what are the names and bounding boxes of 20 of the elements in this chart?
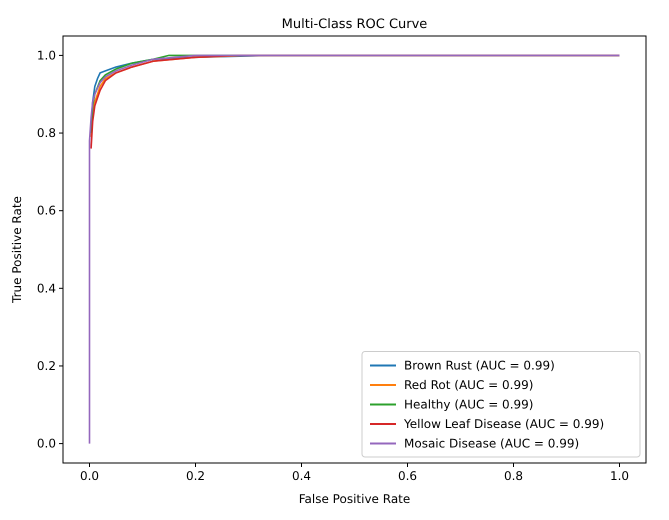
legend-label: Brown Rust (AUC = 0.99) bbox=[404, 358, 555, 372]
x-tick-label: 1.0 bbox=[610, 469, 630, 483]
y-tick-label: 0.2 bbox=[36, 358, 56, 373]
y-tick-label: 0.0 bbox=[36, 436, 56, 451]
y-tick-label: 0.6 bbox=[36, 204, 56, 218]
chart-title: Multi-Class ROC Curve bbox=[282, 17, 428, 32]
x-tick-label: 0.6 bbox=[398, 469, 418, 483]
y-tick-label: 0.4 bbox=[36, 281, 56, 296]
legend-label: Healthy (AUC = 0.99) bbox=[404, 398, 534, 412]
x-tick-label: 0.2 bbox=[186, 469, 206, 483]
y-tick-label: 0.8 bbox=[36, 126, 56, 140]
x-tick-label: 0.0 bbox=[80, 469, 100, 483]
legend-label: Mosaic Disease (AUC = 0.99) bbox=[404, 436, 580, 450]
x-tick-label: 0.8 bbox=[504, 469, 524, 483]
y-axis-title: True Positive Rate bbox=[10, 196, 24, 304]
legend-label: Red Rot (AUC = 0.99) bbox=[404, 378, 534, 392]
legend-label: Yellow Leaf Disease (AUC = 0.99) bbox=[403, 417, 604, 431]
y-tick-label: 1.0 bbox=[36, 48, 56, 62]
x-axis-title: False Positive Rate bbox=[298, 492, 410, 506]
x-tick-label: 0.4 bbox=[292, 469, 312, 483]
